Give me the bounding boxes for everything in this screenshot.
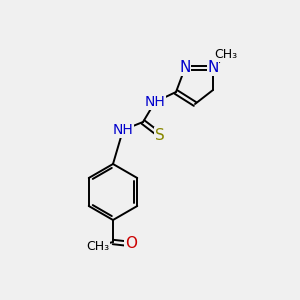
Text: N: N bbox=[207, 61, 219, 76]
Text: NH: NH bbox=[145, 95, 165, 109]
Text: CH₃: CH₃ bbox=[214, 49, 238, 62]
Text: S: S bbox=[155, 128, 165, 142]
Text: NH: NH bbox=[112, 123, 134, 137]
Text: N: N bbox=[179, 61, 191, 76]
Text: O: O bbox=[125, 236, 137, 251]
Text: CH₃: CH₃ bbox=[86, 239, 110, 253]
